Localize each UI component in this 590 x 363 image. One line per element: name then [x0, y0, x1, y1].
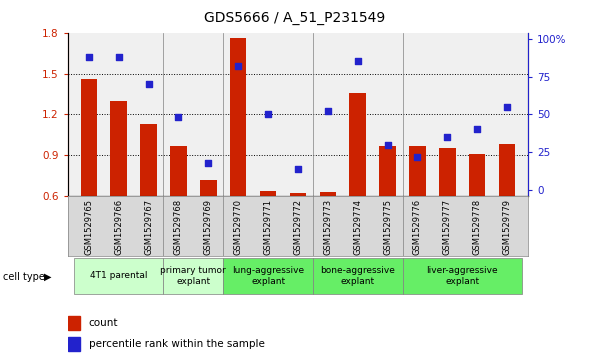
Text: liver-aggressive
explant: liver-aggressive explant — [427, 266, 498, 286]
Bar — [379, 146, 396, 196]
Text: GSM1529774: GSM1529774 — [353, 199, 362, 255]
Bar — [409, 146, 426, 196]
Point — [503, 104, 512, 110]
Bar — [110, 101, 127, 196]
Text: lung-aggressive
explant: lung-aggressive explant — [232, 266, 304, 286]
Text: bone-aggressive
explant: bone-aggressive explant — [320, 266, 395, 286]
Bar — [349, 93, 366, 196]
Bar — [320, 192, 336, 196]
Bar — [290, 193, 306, 196]
Text: GSM1529767: GSM1529767 — [144, 199, 153, 255]
Bar — [68, 315, 80, 330]
Text: GSM1529770: GSM1529770 — [234, 199, 242, 255]
Text: GSM1529773: GSM1529773 — [323, 199, 332, 255]
Bar — [200, 180, 217, 196]
Text: 4T1 parental: 4T1 parental — [90, 272, 148, 280]
Point — [293, 166, 303, 172]
Text: GSM1529776: GSM1529776 — [413, 199, 422, 255]
Bar — [140, 124, 157, 196]
Text: cell type: cell type — [3, 272, 45, 282]
Point — [144, 81, 153, 87]
Text: count: count — [88, 318, 118, 328]
Text: primary tumor
explant: primary tumor explant — [160, 266, 226, 286]
Text: GSM1529772: GSM1529772 — [293, 199, 303, 255]
Text: GSM1529779: GSM1529779 — [503, 199, 512, 255]
FancyBboxPatch shape — [163, 258, 223, 294]
FancyBboxPatch shape — [313, 258, 402, 294]
Bar — [81, 79, 97, 196]
Point — [383, 142, 392, 147]
Text: GSM1529765: GSM1529765 — [84, 199, 93, 255]
Point — [442, 134, 452, 140]
Text: percentile rank within the sample: percentile rank within the sample — [88, 339, 264, 349]
Text: GSM1529778: GSM1529778 — [473, 199, 482, 255]
Point — [204, 160, 213, 166]
Bar — [68, 337, 80, 351]
Bar — [499, 144, 515, 196]
Text: GSM1529768: GSM1529768 — [174, 199, 183, 255]
Point — [234, 63, 243, 69]
Text: GSM1529777: GSM1529777 — [443, 199, 452, 255]
Point — [353, 58, 362, 64]
Text: GSM1529769: GSM1529769 — [204, 199, 213, 255]
FancyBboxPatch shape — [223, 258, 313, 294]
FancyBboxPatch shape — [402, 258, 522, 294]
Point — [323, 109, 333, 114]
Point — [173, 114, 183, 120]
Bar — [230, 38, 247, 196]
Text: GDS5666 / A_51_P231549: GDS5666 / A_51_P231549 — [204, 11, 386, 25]
Text: GSM1529771: GSM1529771 — [264, 199, 273, 255]
Point — [263, 111, 273, 117]
Text: GSM1529775: GSM1529775 — [383, 199, 392, 255]
Point — [114, 54, 123, 60]
Text: GSM1529766: GSM1529766 — [114, 199, 123, 255]
Point — [413, 154, 422, 160]
Point — [473, 127, 482, 132]
Bar — [170, 146, 186, 196]
FancyBboxPatch shape — [74, 258, 163, 294]
Bar — [439, 148, 455, 196]
Bar — [469, 154, 486, 196]
Point — [84, 54, 93, 60]
Text: ▶: ▶ — [44, 272, 52, 282]
Bar — [260, 191, 276, 196]
